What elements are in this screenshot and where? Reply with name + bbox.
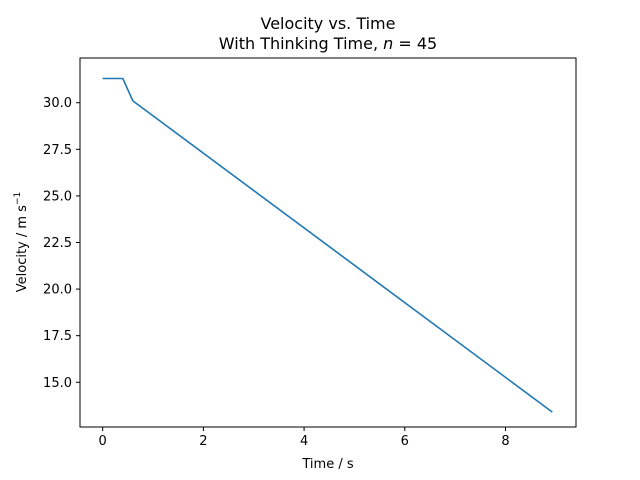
x-tick-label: 4 — [300, 434, 308, 449]
chart-subtitle: With Thinking Time, n = 45 — [219, 34, 437, 53]
x-tick-label: 6 — [401, 434, 409, 449]
y-tick-label: 22.5 — [43, 236, 72, 251]
x-axis: 0 2 4 6 8 — [99, 427, 510, 449]
x-tick-label: 8 — [501, 434, 509, 449]
plot-area — [102, 77, 553, 413]
subtitle-variable: n — [383, 34, 393, 53]
y-tick-label: 25.0 — [43, 189, 72, 204]
y-axis-label: Velocity / m s−1 — [13, 192, 30, 293]
y-axis: 15.0 17.5 20.0 22.5 25.0 27.5 30.0 — [43, 96, 80, 391]
y-axis-label-exponent: −1 — [13, 192, 23, 205]
y-tick-label: 27.5 — [43, 143, 72, 158]
y-tick-label: 20.0 — [43, 283, 72, 298]
y-tick-label: 15.0 — [43, 376, 72, 391]
y-axis-label-text: Velocity / m s — [15, 205, 30, 292]
chart-title: Velocity vs. Time — [261, 14, 396, 33]
subtitle-prefix: With Thinking Time, — [219, 34, 383, 53]
x-axis-label: Time / s — [301, 457, 353, 472]
y-tick-label: 17.5 — [43, 329, 72, 344]
axes-frame — [79, 57, 577, 428]
x-tick-label: 2 — [199, 434, 207, 449]
subtitle-relation: = 45 — [393, 34, 437, 53]
y-tick-label: 30.0 — [43, 96, 72, 111]
series-line-0 — [102, 77, 553, 413]
x-tick-label: 0 — [99, 434, 107, 449]
